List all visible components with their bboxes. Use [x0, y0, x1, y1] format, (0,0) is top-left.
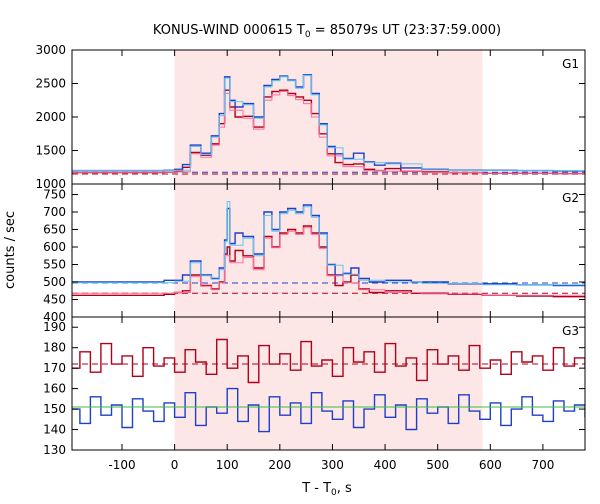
g3-panel-frame: [71, 316, 586, 451]
xtick-label: 600: [479, 458, 502, 472]
xtick-label: 200: [268, 458, 291, 472]
g1-series-cyan: [72, 75, 585, 172]
g1-ytick-label: 1000: [35, 177, 66, 191]
g2-ytick-label: 700: [43, 205, 66, 219]
g2-shaded-interval: [174, 184, 483, 317]
xtick-label: 300: [321, 458, 344, 472]
g1-ytick-label: 1500: [35, 144, 66, 158]
g1-ytick-label: 3000: [35, 43, 66, 57]
g1-shaded-interval: [174, 50, 483, 184]
g3-ytick-label: 180: [43, 341, 66, 355]
g3-ytick-label: 160: [43, 382, 66, 396]
g3-shaded-interval: [174, 317, 483, 450]
xtick-label: 700: [531, 458, 554, 472]
y-axis-label: counts / sec: [3, 211, 18, 289]
xtick-label: 100: [216, 458, 239, 472]
g3-ytick-label: 170: [43, 361, 66, 375]
g2-ytick-label: 650: [43, 223, 66, 237]
xtick-label: 500: [426, 458, 449, 472]
g1-ytick-label: 2500: [35, 77, 66, 91]
g3-series-red: [72, 338, 585, 384]
g3-series-blue: [72, 387, 585, 433]
g2-ytick-label: 400: [43, 310, 66, 324]
g3-ytick-label: 150: [43, 402, 66, 416]
g2-ytick-label: 550: [43, 258, 66, 272]
g1-panel-label: G1: [562, 57, 579, 71]
g2-ytick-label: 750: [43, 188, 66, 202]
x-axis-label: T - T0, s: [301, 481, 352, 498]
g3-panel-label: G3: [562, 324, 579, 338]
xtick-label: -100: [108, 458, 135, 472]
g2-ytick-label: 450: [43, 293, 66, 307]
g1-ytick-label: 2000: [35, 110, 66, 124]
xtick-label: 0: [171, 458, 179, 472]
g3-ytick-label: 140: [43, 423, 66, 437]
g2-ytick-label: 500: [43, 275, 66, 289]
g2-series-cyan: [72, 201, 585, 287]
xtick-label: 400: [374, 458, 397, 472]
g3-ytick-label: 190: [43, 320, 66, 334]
chart-title: KONUS-WIND 000615 T0 = 85079s UT (23:37:…: [153, 23, 501, 40]
g2-panel-label: G2: [562, 191, 579, 205]
g2-ytick-label: 600: [43, 240, 66, 254]
g3-ytick-label: 130: [43, 443, 66, 457]
g2-series-pink: [72, 227, 585, 298]
